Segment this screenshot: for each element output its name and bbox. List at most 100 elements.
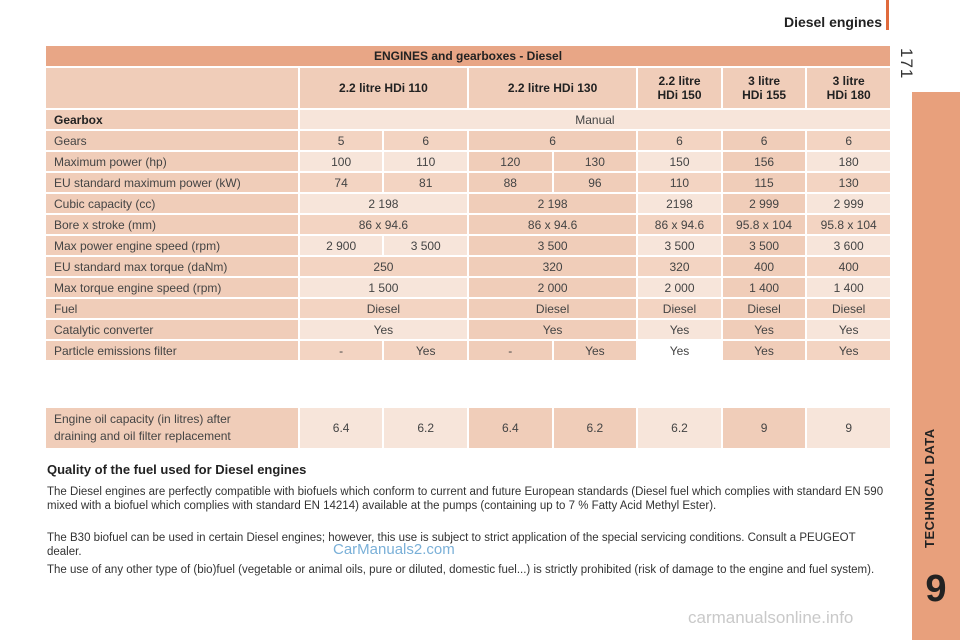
column-header: 2.2 litre HDi 110 [299,68,467,108]
table-cell: 400 [807,257,890,276]
row-label: Gearbox [46,110,298,129]
table-cell: Yes [384,341,467,360]
table-title-row: ENGINES and gearboxes - Diesel [46,46,890,66]
row-label: EU standard max torque (daNm) [46,257,298,276]
table-cell: Yes [469,320,637,339]
table-cell: 3 500 [384,236,467,255]
table-cell: 156 [722,152,806,171]
table-cell: 110 [638,173,721,192]
table-row-eu-torque: EU standard max torque (daNm) 250 320 32… [46,257,890,276]
section-title: Quality of the fuel used for Diesel engi… [47,462,307,477]
table-cell: - [299,341,383,360]
page-number: 171 [897,48,916,80]
table-cell: 2 999 [722,194,806,213]
table-cell: Yes [638,320,721,339]
table-cell: 6 [638,131,721,150]
row-label: Particle emissions filter [46,341,298,360]
row-label: EU standard maximum power (kW) [46,173,298,192]
table-row-max-power: Maximum power (hp) 100 110 120 130 150 1… [46,152,890,171]
table-cell: 1 400 [722,278,806,297]
table-row-cubic-capacity: Cubic capacity (cc) 2 198 2 198 2198 2 9… [46,194,890,213]
header-empty-cell [46,68,298,108]
table-cell: 180 [807,152,890,171]
column-header: 3 litre HDi 180 [807,68,890,108]
table-cell: 95.8 x 104 [807,215,890,234]
table-cell: 130 [553,152,637,171]
table-cell: 88 [469,173,552,192]
table-cell: Yes [299,320,467,339]
table-cell: 100 [299,152,383,171]
table-row-gearbox: Gearbox Manual [46,110,890,129]
table-cell: 5 [299,131,383,150]
table-cell: 120 [469,152,552,171]
table-cell: 86 x 94.6 [299,215,467,234]
row-label: Engine oil capacity (in litres) after dra… [46,408,298,448]
table-cell: - [469,341,552,360]
table-cell: 3 600 [807,236,890,255]
table-cell: 95.8 x 104 [722,215,806,234]
table-cell: 6.2 [553,408,637,448]
table-cell: Yes [807,320,890,339]
table-row-torque-speed: Max torque engine speed (rpm) 1 500 2 00… [46,278,890,297]
table-cell: 3 500 [469,236,637,255]
table-cell: Yes [807,341,890,360]
table-row-gears: Gears 5 6 6 6 6 6 [46,131,890,150]
table-cell: 150 [638,152,721,171]
table-cell: 81 [384,173,467,192]
table-cell: 2 198 [469,194,637,213]
table-cell: Diesel [469,299,637,318]
paragraph: The use of any other type of (bio)fuel (… [47,564,875,576]
row-label: Bore x stroke (mm) [46,215,298,234]
table-cell: 86 x 94.6 [638,215,721,234]
table-cell: Diesel [722,299,806,318]
table-cell: 3 500 [638,236,721,255]
table-cell: Manual [299,110,890,129]
column-header: 3 litre HDi 155 [722,68,806,108]
paragraph: The B30 biofuel can be used in certain D… [47,532,856,558]
table-cell: 6 [722,131,806,150]
row-label: Maximum power (hp) [46,152,298,171]
table-cell: 2 000 [469,278,637,297]
row-label: Catalytic converter [46,320,298,339]
chapter-tab [912,92,960,640]
table-row-oil-capacity: Engine oil capacity (in litres) after dra… [46,408,890,448]
table-cell: 2198 [638,194,721,213]
table-row-eu-power: EU standard maximum power (kW) 74 81 88 … [46,173,890,192]
table-cell: 320 [469,257,637,276]
table-cell: 9 [807,408,890,448]
chapter-tab-number: 9 [925,568,947,610]
header-divider [886,0,889,30]
table-cell: 1 500 [299,278,467,297]
table-cell: 6 [384,131,467,150]
engines-table: ENGINES and gearboxes - Diesel 2.2 litre… [44,44,892,362]
site-watermark: CarManuals2.com [333,541,455,558]
table-row-catalytic: Catalytic converter Yes Yes Yes Yes Yes [46,320,890,339]
table-cell: 6.4 [469,408,552,448]
table-cell: 6 [469,131,637,150]
table-cell: Yes [638,341,721,360]
table-cell: 115 [722,173,806,192]
table-cell: 320 [638,257,721,276]
table-cell: 6.2 [638,408,721,448]
chapter-tab-label: TECHNICAL DATA [922,428,937,548]
table-cell: 2 000 [638,278,721,297]
row-label: Gears [46,131,298,150]
oil-capacity-table: Engine oil capacity (in litres) after dra… [44,406,892,450]
table-row-bore-stroke: Bore x stroke (mm) 86 x 94.6 86 x 94.6 8… [46,215,890,234]
table-header-row: 2.2 litre HDi 110 2.2 litre HDi 130 2.2 … [46,68,890,108]
table-cell: 86 x 94.6 [469,215,637,234]
table-cell: Diesel [638,299,721,318]
table-cell: 6.4 [299,408,383,448]
page-header-title: Diesel engines [783,14,882,30]
row-label: Fuel [46,299,298,318]
table-row-fuel: Fuel Diesel Diesel Diesel Diesel Diesel [46,299,890,318]
table-cell: 250 [299,257,467,276]
table-cell: 6.2 [384,408,467,448]
table-cell: 96 [553,173,637,192]
table-cell: 130 [807,173,890,192]
table-cell: 110 [384,152,467,171]
table-cell: Yes [553,341,637,360]
table-cell: 2 999 [807,194,890,213]
paragraph: The Diesel engines are perfectly compati… [47,486,884,512]
table-cell: 6 [807,131,890,150]
